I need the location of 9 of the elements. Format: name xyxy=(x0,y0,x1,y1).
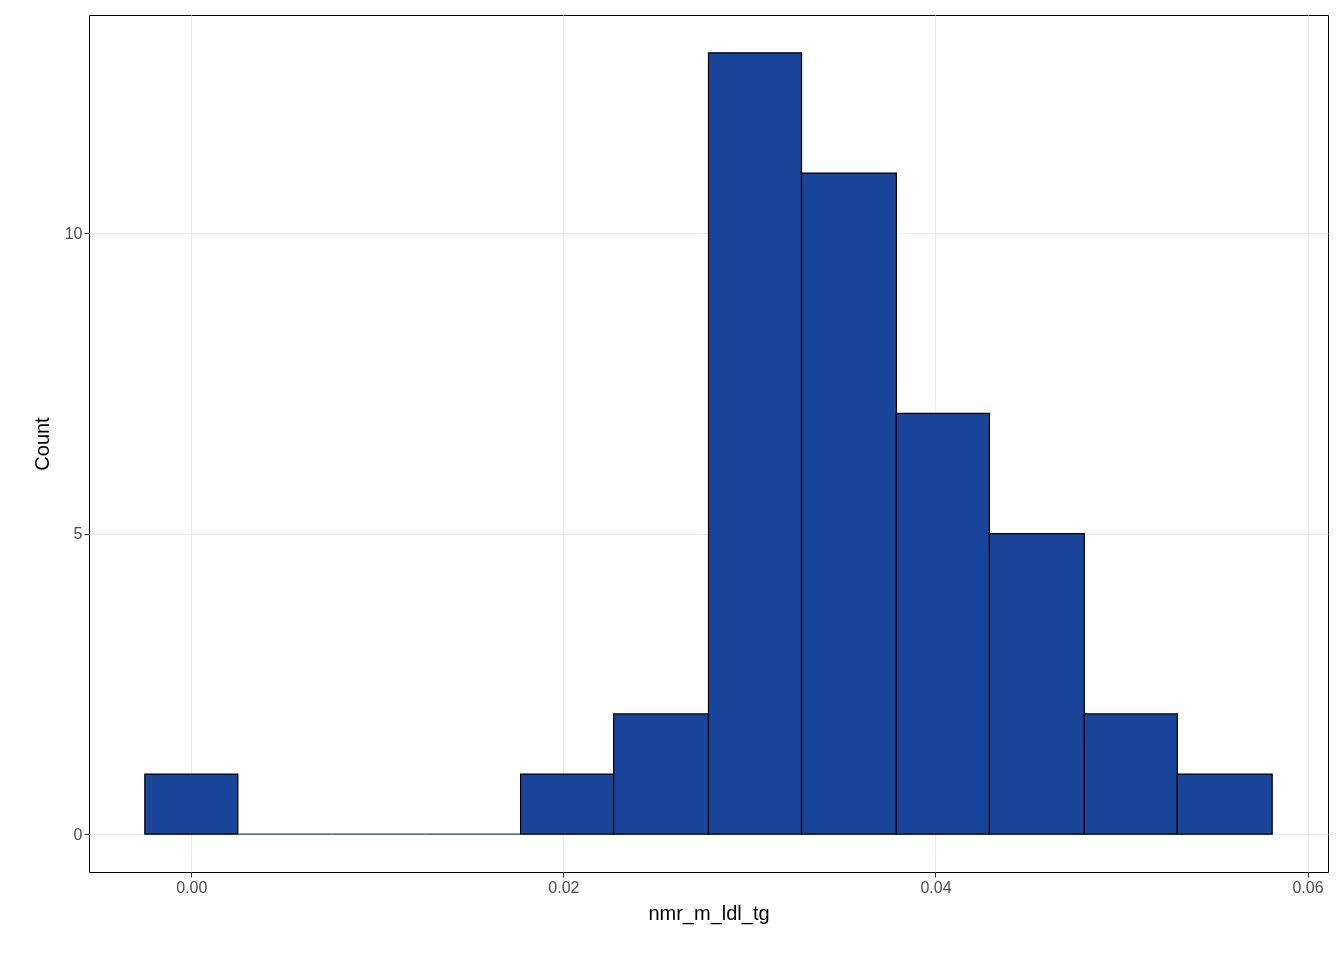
y-tick-label: 5 xyxy=(73,525,83,543)
x-tick-label: 0.02 xyxy=(548,878,580,896)
x-tick-label: 0.06 xyxy=(1292,878,1324,896)
x-tick-label: 0.04 xyxy=(920,878,952,896)
y-tick-label: 10 xyxy=(64,224,83,242)
x-axis-title: nmr_m_ldl_tg xyxy=(648,901,770,925)
y-axis-title: Count xyxy=(30,416,53,471)
y-tick-label: 0 xyxy=(73,825,83,843)
x-tick-label: 0.00 xyxy=(176,878,208,896)
